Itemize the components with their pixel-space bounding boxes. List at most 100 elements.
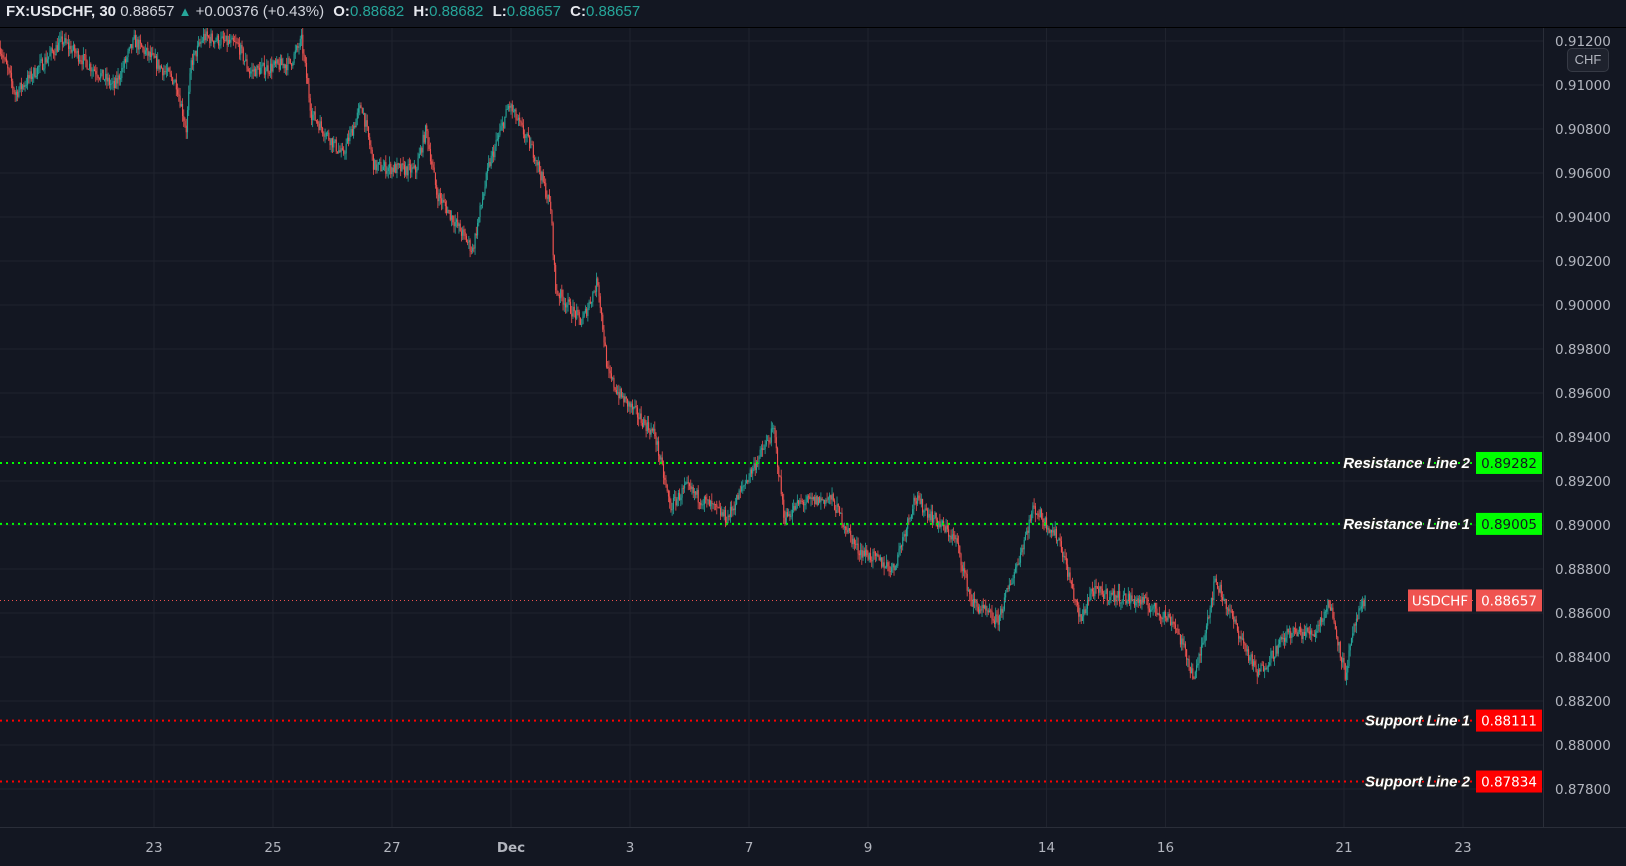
candle xyxy=(556,284,558,296)
candle xyxy=(179,87,181,109)
candle xyxy=(592,291,594,307)
candle xyxy=(211,30,213,42)
candle xyxy=(965,570,967,578)
candle-body xyxy=(1140,599,1142,605)
candle-body xyxy=(1161,617,1163,620)
candle-body xyxy=(812,497,815,500)
candle xyxy=(165,64,167,78)
price-tick-label: 0.88400 xyxy=(1555,650,1611,666)
candle-body xyxy=(307,78,309,84)
candle xyxy=(1146,591,1148,606)
candle-body xyxy=(954,535,956,540)
candle xyxy=(1089,586,1091,602)
candle-body xyxy=(172,77,174,85)
candle xyxy=(441,192,443,211)
candle-body xyxy=(71,49,73,53)
candle xyxy=(1177,624,1179,635)
candle xyxy=(690,479,692,492)
candle xyxy=(1081,609,1084,622)
candle xyxy=(1181,634,1183,651)
candle xyxy=(51,42,53,54)
candle-body xyxy=(296,45,298,51)
candle xyxy=(993,616,996,628)
candle xyxy=(1222,591,1224,606)
candle xyxy=(1050,529,1053,539)
currency-button[interactable]: CHF xyxy=(1567,48,1609,72)
candle-body xyxy=(532,144,534,158)
candle-body xyxy=(305,63,308,79)
candle-body xyxy=(614,387,616,390)
candle xyxy=(355,118,357,128)
candle-body xyxy=(500,125,502,131)
candle-body xyxy=(1317,624,1319,632)
candle xyxy=(175,73,177,97)
candle xyxy=(555,262,557,294)
candle xyxy=(635,400,637,415)
candle-body xyxy=(146,47,148,51)
candle-body xyxy=(860,550,862,556)
candle-body xyxy=(1224,598,1226,600)
candle xyxy=(666,483,668,493)
candle-body xyxy=(508,105,510,110)
candle-body xyxy=(1357,618,1359,620)
candle xyxy=(669,490,671,509)
candle-body xyxy=(1301,632,1303,640)
candle-body xyxy=(100,73,102,79)
candle-body xyxy=(1178,633,1180,635)
candle-body xyxy=(592,292,594,302)
symbol-name[interactable]: FX:USDCHF, 30 xyxy=(6,3,117,20)
candle xyxy=(1282,631,1284,646)
candle-body xyxy=(584,308,586,313)
candle xyxy=(1243,631,1245,650)
candle xyxy=(123,57,125,74)
candle-body xyxy=(728,515,730,517)
candle-body xyxy=(627,398,629,407)
candle-body xyxy=(982,604,984,609)
candle-body xyxy=(995,614,997,625)
candle-body xyxy=(1208,617,1210,619)
candle xyxy=(605,344,608,369)
candle xyxy=(1337,636,1339,652)
time-tick-label: 16 xyxy=(1157,840,1174,856)
candle-body xyxy=(94,69,96,71)
candle-body xyxy=(139,39,141,44)
candle xyxy=(1271,650,1273,659)
candle xyxy=(251,62,253,79)
candle xyxy=(609,365,611,379)
candle xyxy=(808,494,810,504)
candle xyxy=(1195,659,1198,679)
candle xyxy=(1321,610,1323,627)
candle-body xyxy=(1246,649,1248,652)
candle-body xyxy=(446,206,448,214)
candle xyxy=(602,312,604,333)
candle xyxy=(558,292,560,306)
candle xyxy=(957,535,960,554)
candle xyxy=(1279,637,1281,648)
candle-body xyxy=(310,110,313,121)
candle xyxy=(1036,513,1038,516)
price-axis[interactable]: 0.878000.880000.882000.884000.886000.888… xyxy=(1555,34,1611,798)
candle xyxy=(594,285,596,296)
candle-body xyxy=(421,148,423,153)
support-line-2-price: 0.87834 xyxy=(1481,775,1537,791)
candle-body xyxy=(677,492,679,500)
candle-body xyxy=(159,66,161,70)
candle xyxy=(186,106,189,139)
candle-body xyxy=(209,36,211,44)
candle-body xyxy=(1360,606,1362,609)
candle xyxy=(977,603,979,615)
candle-body xyxy=(892,563,894,568)
candle xyxy=(1363,598,1365,609)
candle xyxy=(1293,627,1296,636)
candle xyxy=(1070,579,1072,589)
candle-body xyxy=(162,68,164,76)
candle-body xyxy=(747,480,749,482)
candle xyxy=(415,164,417,180)
time-axis[interactable]: 23 25 27 Dec 3 7 9 14 16 21 23 xyxy=(145,840,1471,856)
candle-body xyxy=(1115,595,1117,602)
candle xyxy=(1055,526,1058,544)
candle-body xyxy=(1147,604,1149,609)
candle-body xyxy=(180,104,182,107)
candle xyxy=(89,56,91,71)
